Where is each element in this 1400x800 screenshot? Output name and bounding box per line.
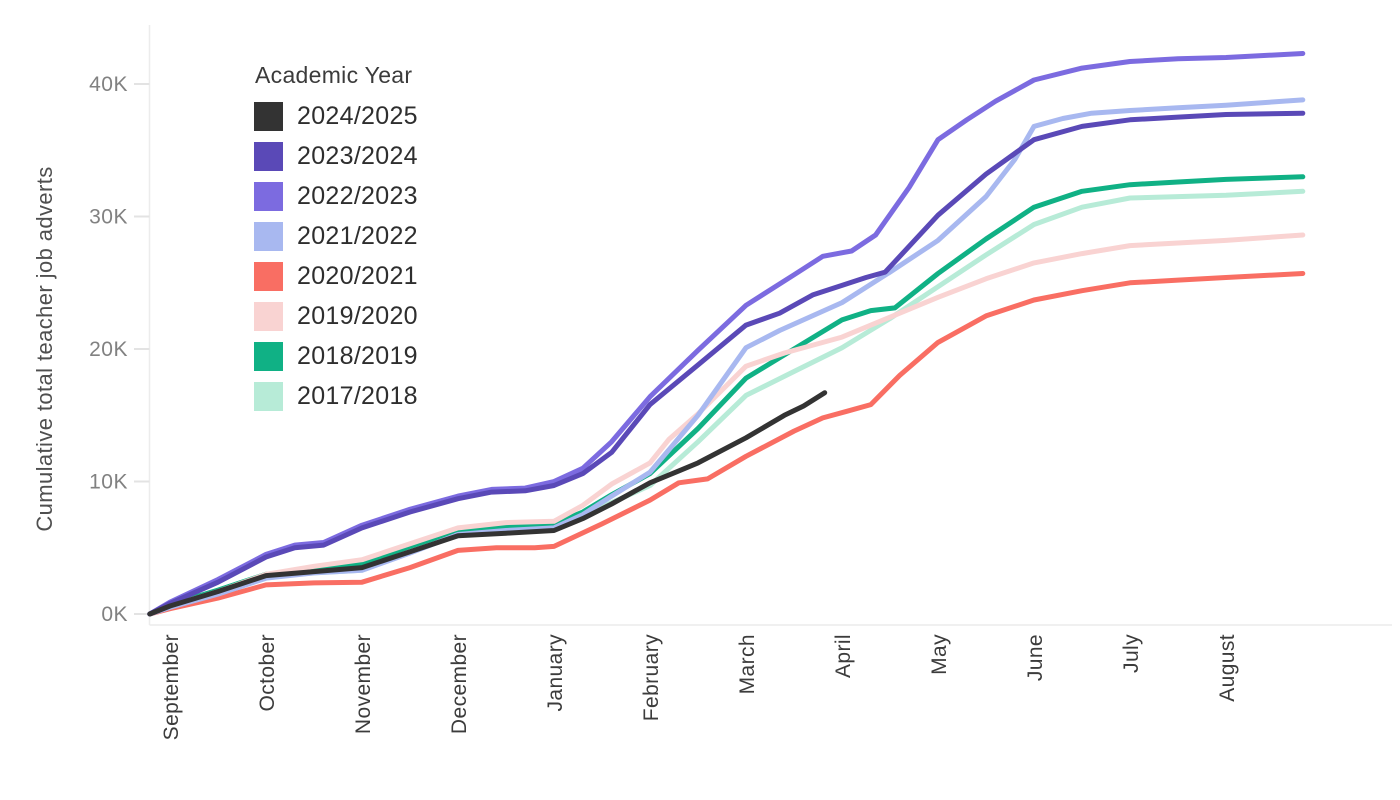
legend-item-2023-2024[interactable]: 2023/2024: [254, 141, 418, 171]
x-tick-label: April: [832, 634, 855, 678]
y-tick-label: 10K: [89, 471, 128, 494]
x-tick-label: November: [352, 634, 375, 734]
legend: Academic Year 2024/2025 2023/2024 2022/202…: [254, 62, 418, 421]
x-tick-label: August: [1216, 634, 1239, 702]
x-tick-label: January: [544, 634, 567, 712]
legend-item-2018-2019[interactable]: 2018/2019: [254, 341, 418, 371]
legend-title: Academic Year: [255, 62, 413, 88]
legend-item-label: 2021/2022: [297, 221, 418, 250]
legend-swatch: [254, 141, 283, 171]
series-line-2023-2024[interactable]: [147, 110, 1306, 617]
y-axis-title: Cumulative total teacher job adverts: [32, 166, 57, 531]
legend-swatch: [254, 221, 283, 251]
y-tick-label: 40K: [89, 73, 128, 96]
legend-item-label: 2022/2023: [297, 181, 418, 210]
series-line-2020-2021[interactable]: [147, 271, 1306, 617]
x-tick-label: May: [928, 634, 951, 675]
legend-swatch: [254, 261, 283, 291]
y-tick-label: 0K: [101, 603, 128, 626]
legend-item-label: 2019/2020: [297, 301, 418, 330]
y-tick-label: 20K: [89, 338, 128, 361]
legend-item-2024-2025[interactable]: 2024/2025: [254, 101, 418, 131]
legend-item-2021-2022[interactable]: 2021/2022: [254, 221, 418, 251]
legend-swatch: [254, 101, 283, 131]
legend-item-label: 2017/2018: [297, 381, 418, 410]
legend-items: 2024/2025 2023/2024 2022/2023 2021/2022 2020…: [254, 101, 418, 411]
x-tick-label: June: [1024, 634, 1047, 681]
x-tick-label: September: [160, 634, 183, 740]
series-line-2018-2019[interactable]: [147, 174, 1306, 617]
legend-item-label: 2018/2019: [297, 341, 418, 370]
legend-swatch: [254, 341, 283, 371]
legend-item-label: 2020/2021: [297, 261, 418, 290]
series-line-2019-2020[interactable]: [147, 232, 1306, 617]
legend-swatch: [254, 301, 283, 331]
legend-item-2019-2020[interactable]: 2019/2020: [254, 301, 418, 331]
legend-item-label: 2023/2024: [297, 141, 418, 170]
legend-item-2017-2018[interactable]: 2017/2018: [254, 381, 418, 411]
legend-item-2020-2021[interactable]: 2020/2021: [254, 261, 418, 291]
x-tick-label: March: [736, 634, 759, 694]
legend-swatch: [254, 181, 283, 211]
legend-item-label: 2024/2025: [297, 101, 418, 130]
legend-item-2022-2023[interactable]: 2022/2023: [254, 181, 418, 211]
x-tick-label: July: [1120, 634, 1143, 673]
x-tick-label: December: [448, 634, 471, 734]
x-tick-label: October: [256, 634, 279, 712]
y-tick-label: 30K: [89, 206, 128, 229]
x-tick-label: February: [640, 634, 663, 721]
series-line-2024-2025[interactable]: [147, 390, 828, 617]
legend-swatch: [254, 381, 283, 411]
